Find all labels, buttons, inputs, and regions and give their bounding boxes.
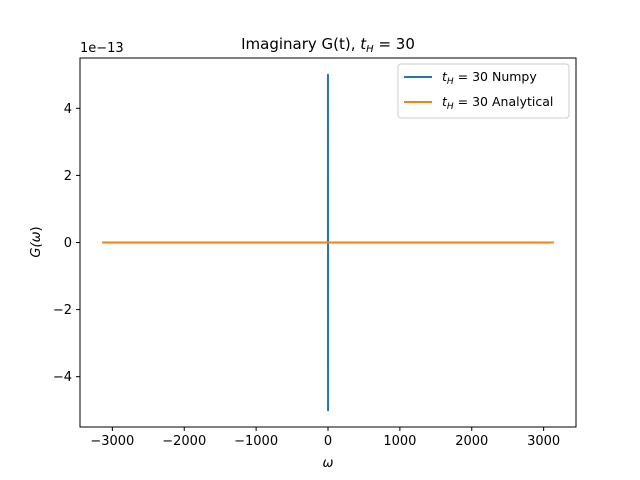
legend-label-numpy-rest: = 30 Numpy	[454, 69, 538, 84]
x-tick-label: −2000	[162, 434, 206, 449]
legend: tH = 30 Numpy tH = 30 Analytical	[397, 63, 570, 119]
chart-title-math-base: t	[360, 35, 367, 53]
legend-label-analytical-base: t	[442, 94, 448, 109]
chart-title-prefix: Imaginary G(t),	[241, 35, 360, 53]
y-offset-text: 1e−13	[80, 41, 124, 56]
x-tick-label: 3000	[527, 434, 560, 449]
y-axis-label-var: ω	[29, 231, 44, 242]
x-tick-label: −1000	[234, 434, 278, 449]
y-axis-label-close: )	[29, 226, 44, 231]
x-axis-label: ω	[323, 456, 334, 471]
legend-label-analytical-sub: H	[447, 102, 454, 112]
legend-label-analytical: tH = 30 Analytical	[442, 94, 553, 112]
y-tick-label: 4	[64, 102, 72, 117]
chart-title-math-sub: H	[366, 44, 374, 55]
series-layer	[102, 73, 554, 412]
y-tick-label: −2	[53, 303, 72, 318]
y-tick-label: 0	[64, 236, 72, 251]
y-axis-label-base: G(	[29, 241, 44, 257]
chart-title: Imaginary G(t), tH = 30	[241, 35, 415, 55]
legend-box	[397, 63, 570, 119]
legend-label-numpy-base: t	[442, 69, 448, 84]
x-tick-label: 0	[324, 434, 332, 449]
y-tick-label: −4	[53, 370, 72, 385]
x-tick-label: 2000	[455, 434, 488, 449]
legend-label-numpy: tH = 30 Numpy	[442, 69, 537, 87]
axes-frame	[79, 57, 577, 428]
legend-label-numpy-sub: H	[447, 77, 454, 87]
legend-label-analytical-rest: = 30 Analytical	[454, 94, 554, 109]
ticks-layer: −3000 −2000 −1000 0 1000 2000 3000 −4 −2 0 2 4	[53, 102, 560, 449]
x-tick-label: 1000	[383, 434, 416, 449]
y-tick-label: 2	[64, 169, 72, 184]
x-tick-label: −3000	[90, 434, 134, 449]
y-axis-label: G(ω)	[29, 226, 44, 257]
chart-title-math-rest: = 30	[374, 35, 415, 53]
